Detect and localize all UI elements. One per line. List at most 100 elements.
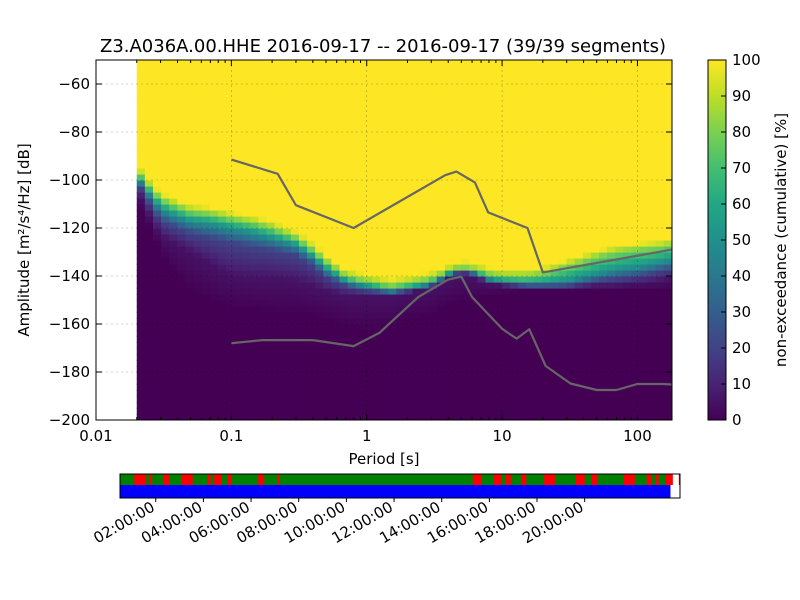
- heatmap-cell: [582, 288, 592, 295]
- heatmap-cell: [185, 414, 195, 420]
- heatmap-cell: [582, 324, 592, 331]
- heatmap-cell: [136, 204, 146, 211]
- heatmap-cell: [501, 288, 511, 295]
- heatmap-cell: [396, 108, 405, 115]
- heatmap-cell: [461, 270, 470, 277]
- heatmap-cell: [177, 378, 187, 385]
- heatmap-cell: [534, 294, 543, 301]
- heatmap-cell: [542, 270, 551, 277]
- heatmap-cell: [250, 306, 259, 313]
- heatmap-cell: [639, 180, 649, 187]
- heatmap-cell: [363, 156, 373, 163]
- heatmap-cell: [542, 414, 551, 420]
- heatmap-cell: [331, 384, 341, 391]
- heatmap-cell: [444, 216, 454, 223]
- heatmap-cell: [380, 414, 389, 420]
- heatmap-cell: [566, 294, 576, 301]
- heatmap-cell: [444, 360, 454, 367]
- heatmap-cell: [420, 168, 430, 175]
- heatmap-cell: [469, 330, 478, 337]
- heatmap-cell: [388, 114, 397, 121]
- heatmap-cell: [144, 198, 154, 205]
- heatmap-cell: [177, 204, 187, 211]
- heatmap-cell: [169, 138, 178, 145]
- heatmap-cell: [331, 276, 341, 283]
- heatmap-cell: [453, 414, 462, 420]
- heatmap-cell: [590, 66, 600, 73]
- heatmap-cell: [639, 186, 649, 193]
- heatmap-cell: [663, 120, 672, 127]
- heatmap-cell: [590, 258, 600, 265]
- heatmap-cell: [136, 276, 146, 283]
- heatmap-cell: [534, 180, 543, 187]
- heatmap-cell: [290, 408, 300, 415]
- heatmap-cell: [266, 354, 276, 361]
- heatmap-cell: [282, 390, 292, 397]
- heatmap-cell: [663, 282, 672, 289]
- heatmap-cell: [607, 234, 616, 241]
- heatmap-cell: [282, 180, 292, 187]
- heatmap-cell: [453, 360, 462, 367]
- heatmap-cell: [258, 186, 268, 193]
- heatmap-cell: [599, 174, 608, 181]
- heatmap-cell: [298, 192, 308, 199]
- heatmap-cell: [152, 378, 162, 385]
- heatmap-cell: [250, 258, 259, 265]
- heatmap-cell: [469, 318, 478, 325]
- heatmap-cell: [655, 150, 665, 157]
- heatmap-cell: [639, 330, 649, 337]
- heatmap-cell: [290, 390, 300, 397]
- heatmap-cell: [534, 342, 543, 349]
- heatmap-cell: [323, 204, 332, 211]
- heatmap-cell: [242, 384, 251, 391]
- heatmap-cell: [574, 84, 584, 91]
- heatmap-cell: [396, 246, 405, 253]
- heatmap-cell: [501, 234, 511, 241]
- heatmap-cell: [639, 228, 649, 235]
- heatmap-cell: [282, 138, 292, 145]
- heatmap-cell: [436, 138, 446, 145]
- heatmap-cell: [509, 276, 519, 283]
- heatmap-cell: [307, 252, 316, 259]
- heatmap-cell: [209, 342, 219, 349]
- heatmap-cell: [388, 378, 397, 385]
- heatmap-cell: [493, 408, 503, 415]
- heatmap-cell: [574, 114, 584, 121]
- heatmap-cell: [298, 102, 308, 109]
- heatmap-cell: [526, 306, 535, 313]
- heatmap-cell: [509, 258, 519, 265]
- heatmap-cell: [453, 174, 462, 181]
- heatmap-cell: [371, 60, 381, 67]
- heatmap-cell: [339, 324, 349, 331]
- heatmap-cell: [266, 228, 276, 235]
- heatmap-cell: [558, 84, 568, 91]
- heatmap-cell: [355, 258, 365, 265]
- heatmap-cell: [461, 84, 470, 91]
- heatmap-cell: [185, 114, 195, 121]
- heatmap-cell: [144, 372, 154, 379]
- heatmap-cell: [339, 366, 349, 373]
- heatmap-cell: [558, 294, 568, 301]
- heatmap-cell: [242, 198, 251, 205]
- heatmap-cell: [485, 246, 495, 253]
- heatmap-cell: [558, 390, 568, 397]
- heatmap-cell: [655, 108, 665, 115]
- heatmap-cell: [493, 384, 503, 391]
- heatmap-cell: [339, 192, 349, 199]
- heatmap-cell: [517, 378, 527, 385]
- heatmap-cell: [663, 234, 672, 241]
- heatmap-cell: [274, 222, 284, 229]
- heatmap-cell: [274, 216, 284, 223]
- heatmap-cell: [558, 192, 568, 199]
- heatmap-cell: [193, 264, 203, 271]
- heatmap-cell: [509, 192, 519, 199]
- heatmap-cell: [615, 396, 624, 403]
- heatmap-cell: [655, 270, 665, 277]
- heatmap-cell: [266, 150, 276, 157]
- heatmap-cell: [225, 390, 235, 397]
- heatmap-cell: [161, 390, 170, 397]
- heatmap-cell: [461, 96, 470, 103]
- heatmap-cell: [590, 120, 600, 127]
- heatmap-cell: [169, 240, 178, 247]
- heatmap-cell: [209, 348, 219, 355]
